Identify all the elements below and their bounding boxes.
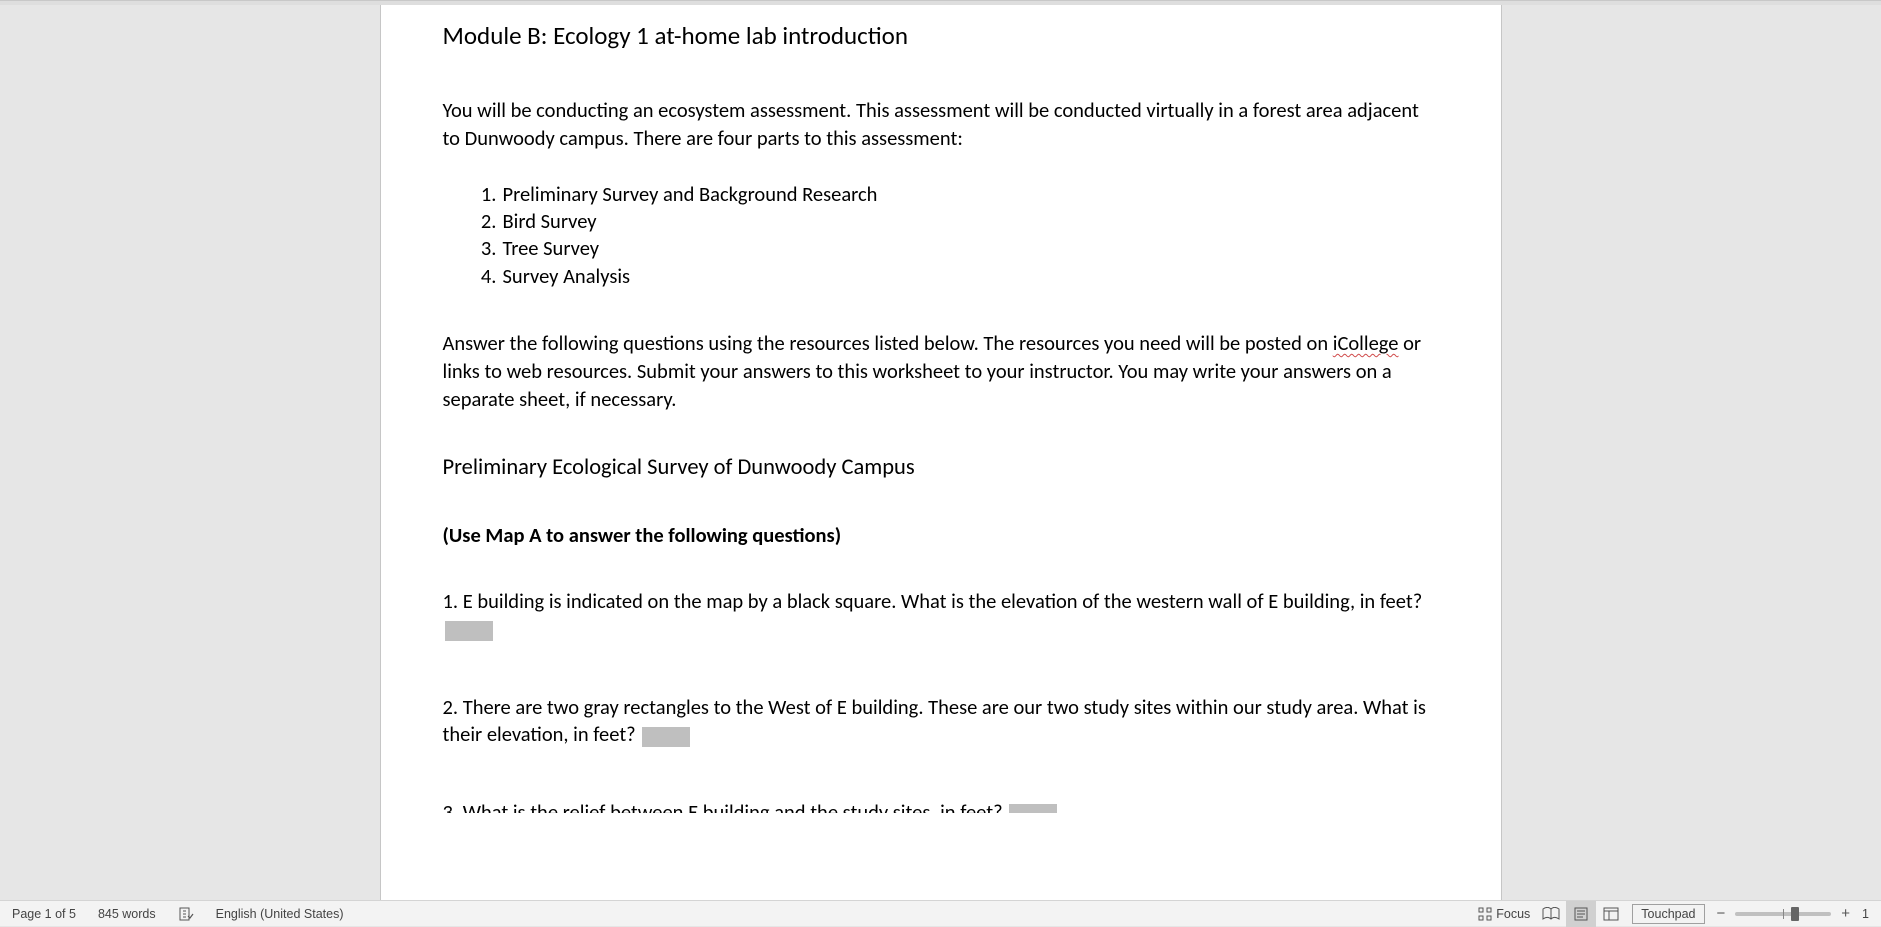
question-1: 1. E building is indicated on the map by… (443, 588, 1439, 644)
status-bar: Page 1 of 5 845 words English (United St… (0, 900, 1881, 926)
zoom-out-button[interactable]: − (1711, 901, 1732, 927)
read-mode-icon (1542, 907, 1560, 921)
question-1-text: 1. E building is indicated on the map by… (443, 588, 1423, 614)
list-item-text: Bird Survey (503, 208, 597, 234)
status-bar-right: Focus Touchpad − (1472, 901, 1881, 927)
proofing-button[interactable] (176, 901, 196, 927)
page-scroll-area[interactable]: Module B: Ecology 1 at-home lab introduc… (0, 1, 1881, 900)
question-2-text: 2. There are two gray rectangles to the … (443, 694, 1426, 748)
zoom-slider[interactable] (1735, 912, 1831, 916)
focus-label: Focus (1496, 907, 1530, 921)
spelling-error-word[interactable]: iCollege (1333, 330, 1399, 356)
read-mode-button[interactable] (1536, 901, 1566, 927)
focus-icon (1478, 907, 1492, 921)
page-number-indicator[interactable]: Page 1 of 5 (10, 901, 78, 927)
instructions-paragraph: Answer the following questions using the… (443, 330, 1439, 414)
language-indicator[interactable]: English (United States) (214, 901, 346, 927)
answer-blank-2[interactable] (642, 727, 690, 747)
question-3-text: 3. What is the relief between E building… (443, 799, 1008, 813)
focus-mode-button[interactable]: Focus (1472, 901, 1536, 927)
proofing-icon (178, 906, 194, 922)
list-item: 1.Preliminary Survey and Background Rese… (475, 181, 1439, 208)
module-title: Module B: Ecology 1 at-home lab introduc… (443, 19, 1439, 53)
zoom-percent[interactable]: 1 (1856, 901, 1875, 927)
list-item-text: Preliminary Survey and Background Resear… (503, 181, 878, 207)
section-subheading: Preliminary Ecological Survey of Dunwood… (443, 453, 1439, 484)
zoom-slider-midpoint (1783, 909, 1784, 919)
touchpad-label: Touchpad (1641, 907, 1695, 921)
document-workspace: Module B: Ecology 1 at-home lab introduc… (0, 0, 1881, 900)
zoom-percent-text: 1 (1862, 907, 1869, 921)
web-layout-button[interactable] (1596, 901, 1626, 927)
answer-blank-3[interactable] (1009, 804, 1057, 813)
zoom-slider-thumb[interactable] (1791, 907, 1799, 921)
status-bar-left: Page 1 of 5 845 words English (United St… (0, 901, 1472, 927)
print-layout-icon (1573, 907, 1589, 921)
map-instruction: (Use Map A to answer the following quest… (443, 522, 1439, 550)
touchpad-mode-button[interactable]: Touchpad (1632, 904, 1704, 924)
answer-blank-1[interactable] (445, 621, 493, 641)
question-2: 2. There are two gray rectangles to the … (443, 694, 1439, 750)
list-item: 4.Survey Analysis (475, 263, 1439, 290)
intro-paragraph: You will be conducting an ecosystem asse… (443, 97, 1439, 153)
list-item-text: Tree Survey (503, 235, 600, 261)
parts-list: 1.Preliminary Survey and Background Rese… (475, 181, 1439, 290)
list-item-text: Survey Analysis (503, 263, 631, 289)
zoom-in-button[interactable]: + (1835, 901, 1856, 927)
question-3-partial: 3. What is the relief between E building… (443, 799, 1439, 813)
web-layout-icon (1603, 907, 1619, 921)
list-item: 2.Bird Survey (475, 208, 1439, 235)
word-count-indicator[interactable]: 845 words (96, 901, 158, 927)
print-layout-button[interactable] (1566, 901, 1596, 927)
list-item: 3.Tree Survey (475, 235, 1439, 262)
document-page[interactable]: Module B: Ecology 1 at-home lab introduc… (380, 1, 1502, 900)
instructions-pre: Answer the following questions using the… (443, 330, 1333, 356)
